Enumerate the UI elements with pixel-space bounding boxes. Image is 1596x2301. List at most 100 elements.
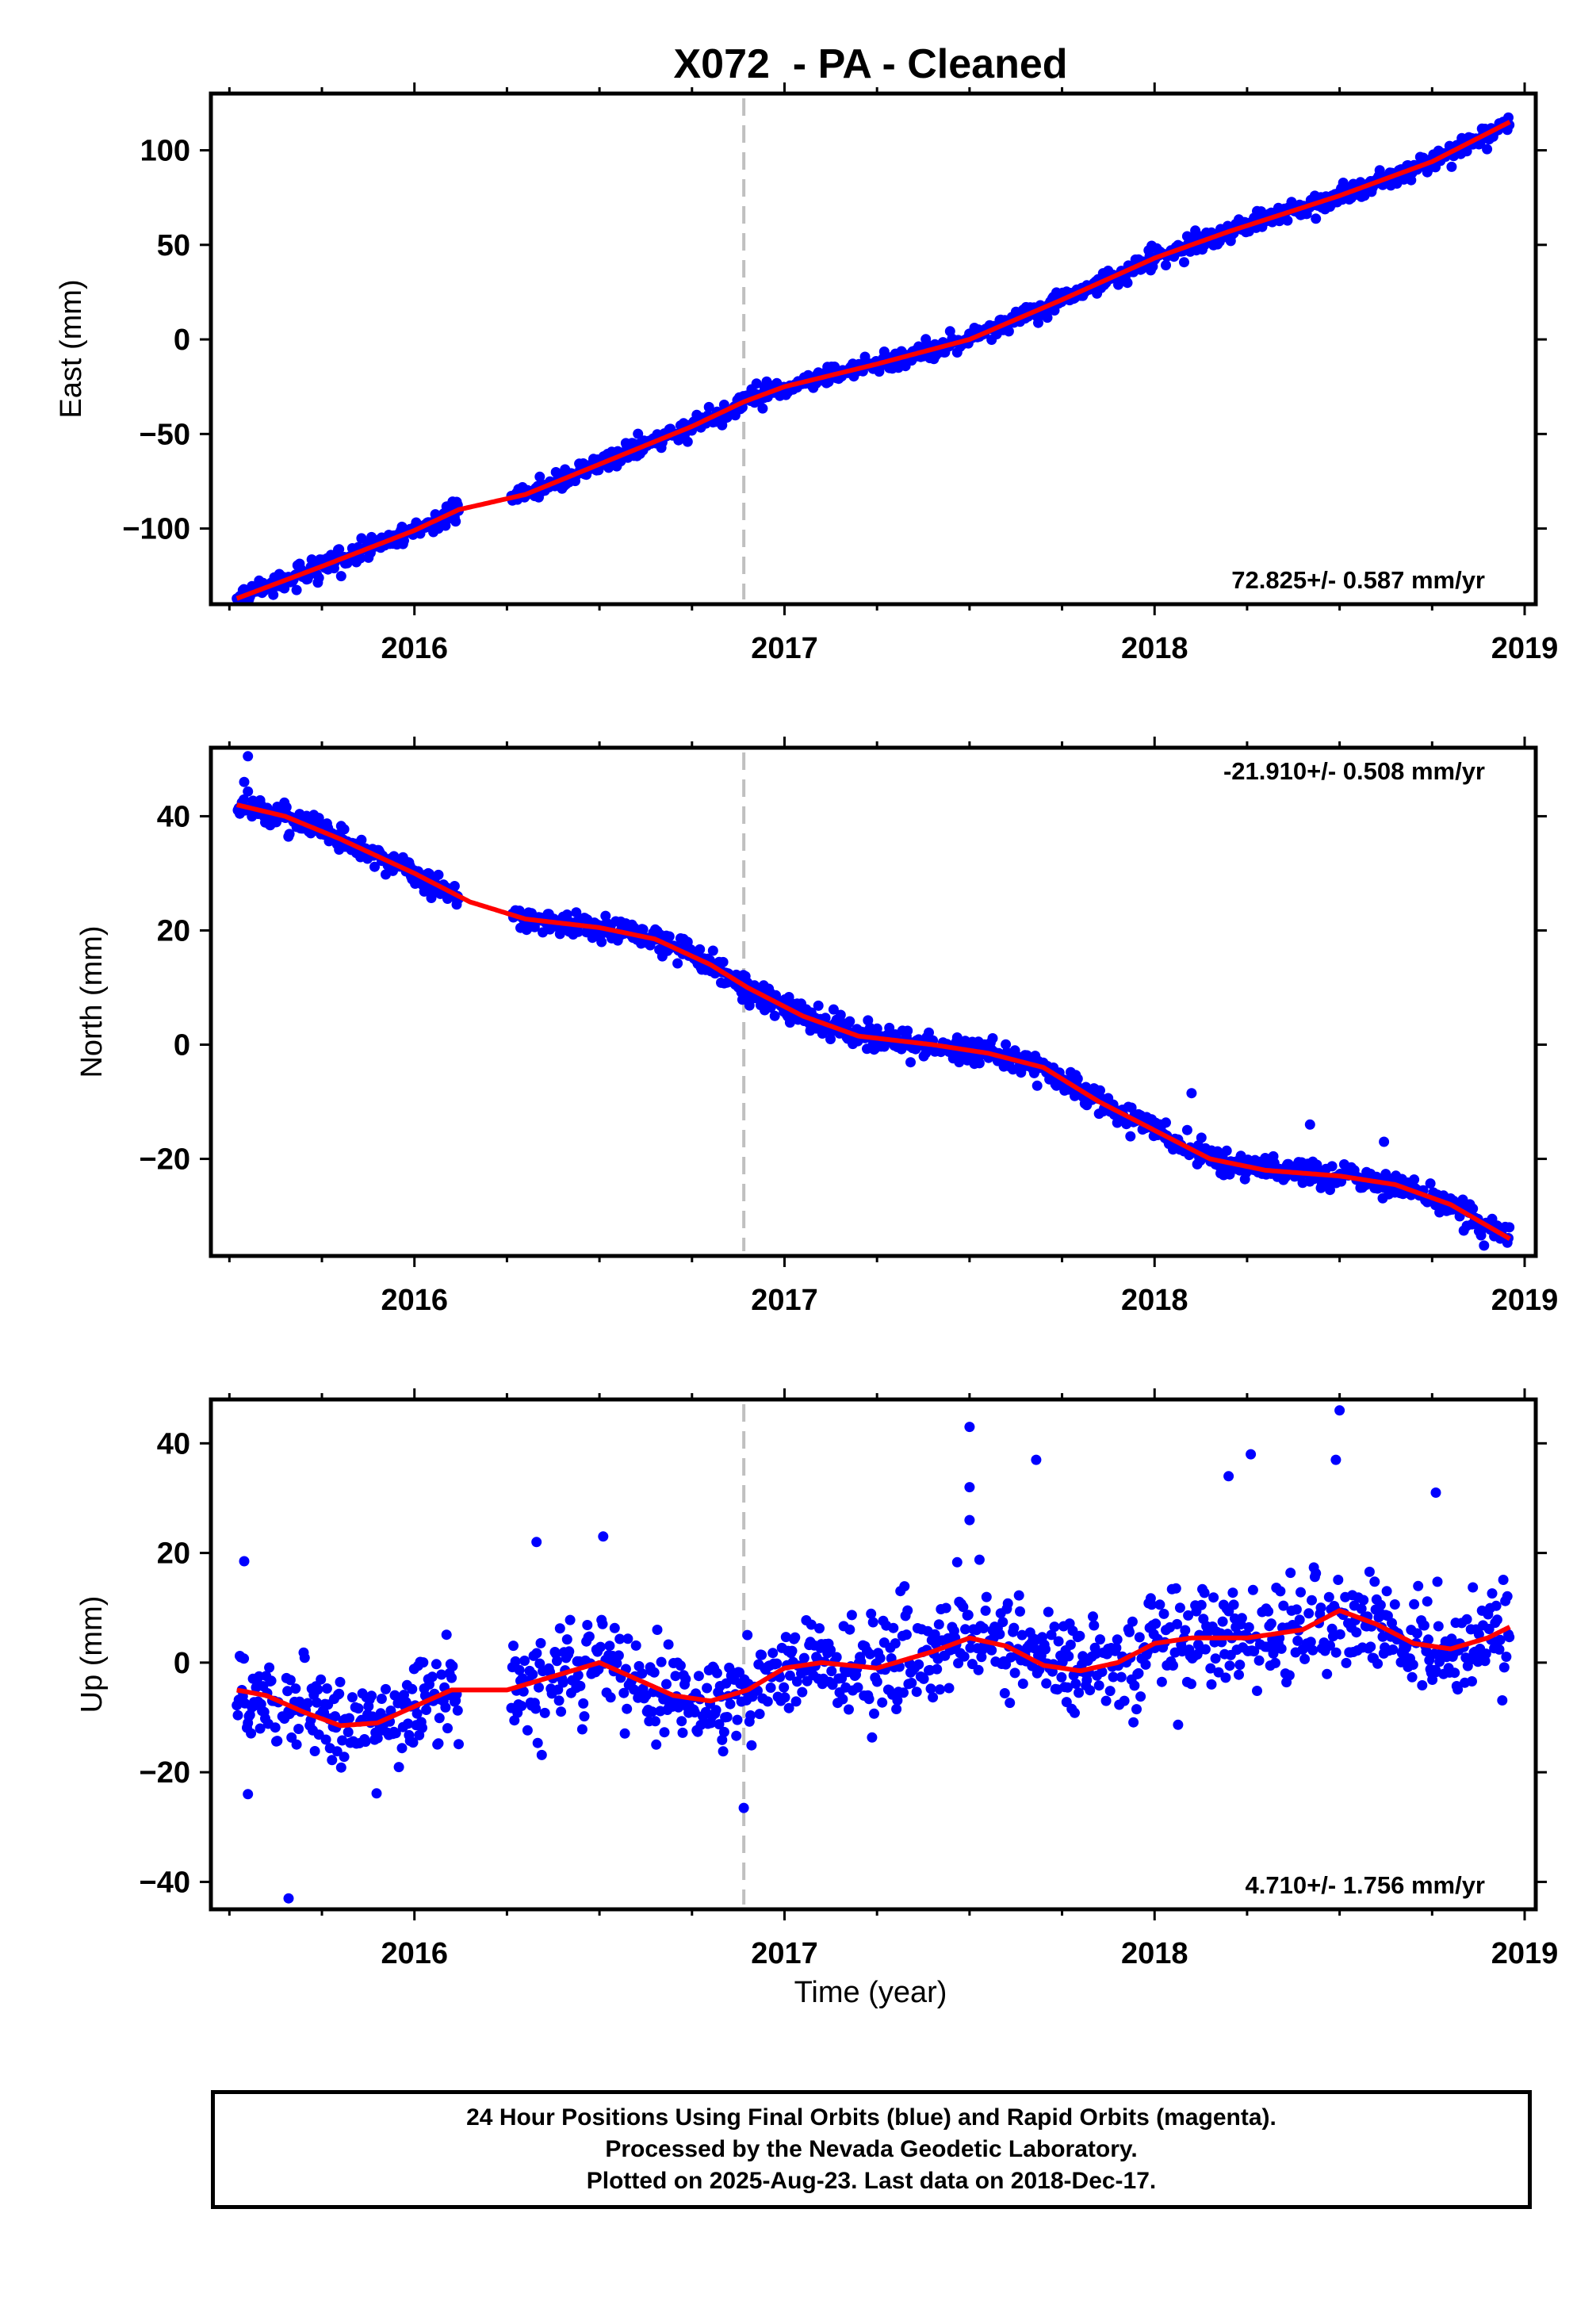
up-point [553,1684,564,1695]
up-point [597,1618,608,1629]
up-outlier-point [1031,1454,1042,1465]
up-point [864,1648,875,1660]
up-point [595,1641,606,1652]
up-point [1323,1591,1334,1602]
north-point [905,1057,916,1068]
up-point [371,1788,382,1799]
up-point [1234,1660,1246,1671]
up-point [1449,1667,1460,1679]
up-point [553,1695,565,1706]
up-x-tick-label: 2016 [381,1937,448,1970]
up-point [1452,1684,1464,1695]
east-point [1033,317,1043,328]
north-point [284,829,295,840]
up-point [346,1692,358,1703]
east-point [1161,260,1171,270]
up-point [1325,1640,1335,1651]
up-point [798,1652,809,1664]
up-point [756,1649,767,1660]
up-point [232,1709,243,1721]
north-point [672,958,683,969]
up-point [1275,1586,1286,1597]
up-point [1480,1648,1491,1660]
up-point [1217,1616,1228,1627]
up-outlier-point [1334,1405,1345,1416]
north-point [1326,1161,1338,1172]
up-point [1356,1603,1367,1614]
up-point [1062,1682,1074,1693]
up-point [1299,1653,1311,1664]
up-point [1422,1596,1433,1607]
up-point [1196,1599,1207,1610]
up-point [579,1711,590,1722]
north-point [1031,1080,1043,1091]
up-point [411,1708,423,1719]
north-model-line [235,802,1511,1241]
up-point [1173,1719,1184,1730]
north-outlier-point [243,751,254,762]
up-point [1228,1599,1239,1610]
up-point [734,1667,744,1678]
up-point [442,1723,453,1734]
up-point [780,1632,791,1643]
up-point [1156,1676,1167,1687]
north-rate-label: -21.910+/- 0.508 mm/yr [1223,757,1485,785]
up-outlier-point [1330,1454,1341,1465]
east-point [757,403,768,414]
up-point [433,1738,444,1749]
east-rate-label: 72.825+/- 0.587 mm/yr [1231,566,1485,594]
up-point [285,1675,296,1686]
north-x-tick-label: 2017 [751,1284,818,1317]
east-point [334,544,345,555]
up-point [902,1605,913,1616]
up-point [1461,1614,1472,1625]
up-point [1070,1707,1080,1718]
up-data-points [232,1405,1515,1904]
up-point [1270,1657,1280,1668]
up-point [721,1712,733,1722]
up-point [1093,1680,1104,1691]
up-point [1119,1695,1130,1706]
up-point [742,1629,753,1641]
north-point [1409,1174,1420,1185]
up-point [454,1739,464,1750]
up-point [1135,1691,1146,1702]
up-point [1170,1583,1181,1594]
east-y-tick-label: 100 [140,135,190,168]
up-point [1015,1606,1025,1617]
north-point [844,1016,855,1027]
up-point [1056,1671,1067,1683]
up-point [1389,1599,1400,1610]
east-point [450,516,461,527]
up-point [519,1656,530,1666]
up-point [343,1727,354,1737]
up-point [650,1716,660,1727]
up-point [1200,1644,1211,1655]
east-point [823,377,834,388]
up-point [441,1629,452,1641]
up-point [837,1694,848,1705]
up-outlier-point [531,1537,542,1548]
up-point [1124,1626,1135,1637]
up-point [390,1728,401,1739]
up-point [1247,1584,1258,1595]
up-point [372,1732,383,1744]
up-point [1292,1635,1303,1646]
up-point [783,1702,794,1713]
up-point [1129,1680,1140,1691]
up-point [1009,1667,1020,1679]
up-point [1070,1679,1081,1689]
up-point [576,1724,587,1735]
north-point [596,936,607,948]
up-point [1411,1628,1422,1639]
up-point [1111,1642,1122,1653]
north-point [1221,1145,1232,1156]
up-point [1330,1647,1341,1658]
up-point [1468,1582,1479,1593]
north-point [835,1009,846,1020]
north-point [1125,1131,1136,1142]
up-point [846,1610,857,1621]
up-point [790,1696,802,1707]
up-point [1467,1676,1477,1687]
up-point [911,1687,922,1698]
